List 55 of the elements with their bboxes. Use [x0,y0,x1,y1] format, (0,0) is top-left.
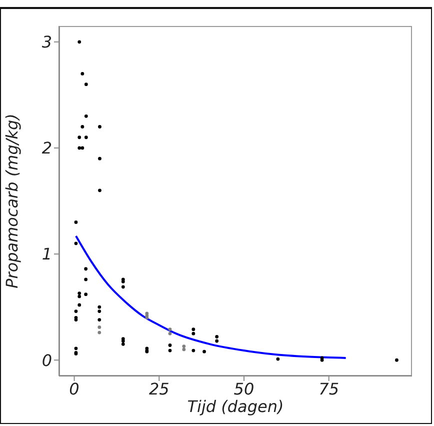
point [84,292,88,296]
y-axis-title: Propamocarb (mg/kg) [2,114,22,288]
point [98,188,102,192]
point [84,114,88,118]
point [121,285,125,289]
point [74,310,78,314]
point [78,292,82,295]
x-axis-title: Tijd (dagen) [187,397,284,416]
x-tick-label: 75 [318,379,340,398]
x-tick-label: 25 [148,379,170,398]
point [98,125,102,128]
point [192,328,196,332]
point [74,346,78,350]
point [80,72,84,76]
point [121,342,125,346]
line-series [74,235,347,359]
point [98,318,102,322]
point [78,136,82,140]
point [168,344,172,347]
point [98,310,102,314]
point [98,156,102,160]
point [98,330,102,334]
x-tick-label: 50 [234,379,254,398]
point [192,332,196,336]
point [168,348,172,352]
point [98,305,102,309]
point [74,318,78,322]
point [215,335,219,338]
y-tick-label: 2 [42,138,52,158]
point [215,339,219,343]
point [98,326,102,329]
point [80,125,84,128]
point [395,358,398,362]
y-tick-label: 0 [42,350,52,370]
point [84,278,88,282]
point [192,348,196,352]
point [78,40,82,44]
x-tick-label: 0 [69,379,80,398]
point [202,350,206,354]
point [74,220,78,224]
point [84,267,88,271]
point [78,146,82,150]
point [78,294,82,298]
point [84,82,88,86]
point [182,344,186,348]
point [78,303,82,307]
point [74,242,78,246]
point [182,348,186,352]
point [168,332,172,336]
point [80,146,84,150]
point [276,357,280,361]
y-tick-label: 3 [42,32,52,52]
y-tick-label: 1 [42,244,52,264]
point [168,328,172,332]
point [84,136,88,140]
